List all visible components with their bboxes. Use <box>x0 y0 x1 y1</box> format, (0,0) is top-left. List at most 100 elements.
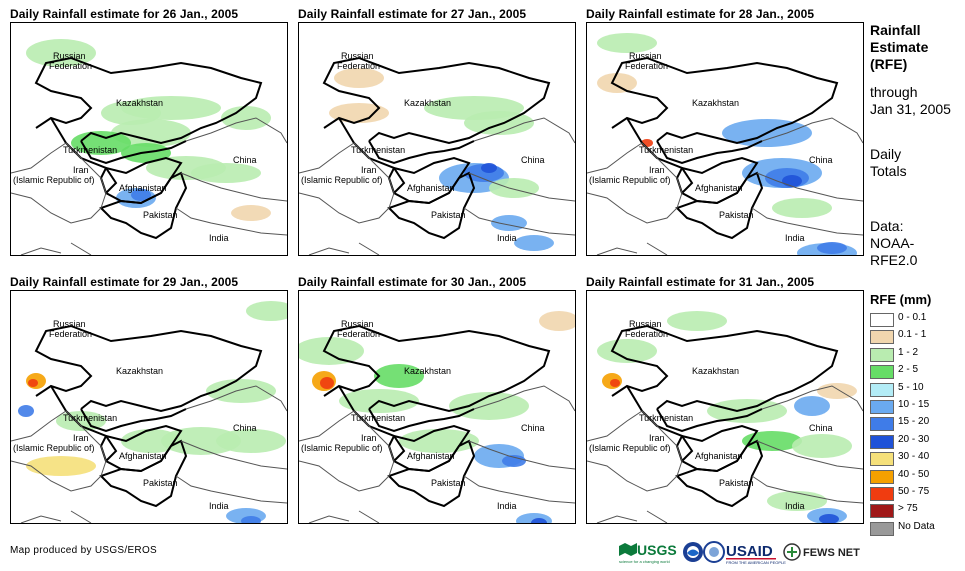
country-label: Afghanistan <box>407 451 455 461</box>
legend-label: > 75 <box>898 503 918 515</box>
country-label: Turkmenistan <box>639 145 693 155</box>
legend-label: No Data <box>898 520 935 532</box>
rainfall-area <box>597 33 657 53</box>
legend-item: 40 - 50 <box>870 468 965 485</box>
legend-label: 15 - 20 <box>898 416 930 428</box>
country-label: Afghanistan <box>407 183 455 193</box>
country-label: Pakistan <box>143 210 178 220</box>
country-label: Pakistan <box>431 210 466 220</box>
rainfall-area <box>206 379 276 403</box>
country-borders <box>34 56 263 240</box>
country-label: Kazakhstan <box>404 366 451 376</box>
legend-label: 2 - 5 <box>898 364 919 376</box>
country-label: China <box>521 423 545 433</box>
country-label: India <box>785 501 805 511</box>
rainfall-area <box>794 396 830 416</box>
country-label: China <box>521 155 545 165</box>
country-label: Turkmenistan <box>63 145 117 155</box>
country-label: Pakistan <box>719 478 754 488</box>
legend-swatch <box>870 313 894 327</box>
rainfall-area <box>231 205 271 221</box>
country-label: Russian <box>341 319 374 329</box>
country-label: (Islamic Republic of) <box>589 443 671 453</box>
country-label: Federation <box>337 61 380 71</box>
country-label: Federation <box>49 61 92 71</box>
country-label: Turkmenistan <box>639 413 693 423</box>
panel-title: Daily Rainfall estimate for 30 Jan., 200… <box>298 275 527 289</box>
totals-line2: Totals <box>870 163 907 179</box>
rainfall-map: Russian Federation Kazakhstan Turkmenistan I… <box>10 22 288 256</box>
regional-borders <box>587 385 863 523</box>
rainfall-area <box>131 189 151 201</box>
legend-swatch <box>870 365 894 380</box>
through-date: through Jan 31, 2005 <box>870 84 951 118</box>
country-label: (Islamic Republic of) <box>301 443 383 453</box>
legend-item: 30 - 40 <box>870 450 965 467</box>
country-label: China <box>809 155 833 165</box>
country-borders <box>610 324 839 508</box>
legend-item: 50 - 75 <box>870 485 965 502</box>
rainfall-area <box>502 455 526 467</box>
rainfall-area <box>742 431 802 451</box>
country-label: Iran <box>73 433 89 443</box>
rainfall-area <box>597 73 637 93</box>
country-label: Turkmenistan <box>351 145 405 155</box>
country-label: Afghanistan <box>695 451 743 461</box>
country-label: Kazakhstan <box>692 366 739 376</box>
country-label: Iran <box>649 433 665 443</box>
legend-item: 15 - 20 <box>870 415 965 432</box>
legend-swatch <box>870 417 894 432</box>
through-label: through <box>870 84 918 100</box>
country-borders <box>610 56 839 240</box>
legend-item: 0 - 0.1 <box>870 311 965 328</box>
country-label: India <box>785 233 805 243</box>
legend-swatch <box>870 434 894 449</box>
rainfall-area <box>241 516 261 523</box>
rainfall-area <box>489 178 539 198</box>
rainfall-area <box>299 337 364 365</box>
rainfall-area <box>121 96 221 120</box>
rainfall-area <box>491 215 527 231</box>
usaid-tagline: FROM THE AMERICAN PEOPLE <box>726 560 786 565</box>
legend-item: > 75 <box>870 502 965 519</box>
country-label: Pakistan <box>143 478 178 488</box>
country-label: Turkmenistan <box>63 413 117 423</box>
legend-heading-line1: Rainfall <box>870 22 921 38</box>
country-label: Kazakhstan <box>116 366 163 376</box>
legend-swatch <box>870 504 894 519</box>
rainfall-map: Russian Federation Kazakhstan Turkmenistan I… <box>10 290 288 524</box>
usgs-logo-text: USGS <box>637 542 677 558</box>
legend-label: 0 - 0.1 <box>898 312 927 323</box>
country-label: (Islamic Republic of) <box>13 175 95 185</box>
rainfall-area <box>191 163 261 183</box>
rainfall-area <box>819 514 839 523</box>
country-label: Pakistan <box>719 210 754 220</box>
country-label: Federation <box>625 61 668 71</box>
data-source-line3: RFE2.0 <box>870 252 918 268</box>
regional-borders <box>299 117 575 255</box>
rainfall-map: Russian Federation Kazakhstan Turkmenistan I… <box>586 22 864 256</box>
rainfall-area <box>782 175 802 187</box>
country-label: China <box>809 423 833 433</box>
rainfall-area <box>28 379 38 387</box>
legend-swatch <box>870 521 894 536</box>
rainfall-area <box>772 198 832 218</box>
rainfall-area <box>817 383 857 399</box>
legend-swatch <box>870 347 894 362</box>
rainfall-area <box>18 405 34 417</box>
legend-swatch <box>870 400 894 414</box>
totals-note: Daily Totals <box>870 146 907 180</box>
legend-label: 1 - 2 <box>898 346 919 358</box>
legend-swatch <box>870 469 894 484</box>
legend-label: 40 - 50 <box>898 468 930 480</box>
rainfall-area <box>539 311 575 331</box>
country-label: Kazakhstan <box>404 98 451 108</box>
country-borders <box>34 324 263 508</box>
country-label: Afghanistan <box>119 451 167 461</box>
usaid-logo-text: USAID <box>726 543 773 560</box>
data-source-line2: NOAA- <box>870 235 915 251</box>
country-label: India <box>497 233 517 243</box>
legend-label: 5 - 10 <box>898 381 924 393</box>
through-value: Jan 31, 2005 <box>870 101 951 117</box>
country-label: Pakistan <box>431 478 466 488</box>
